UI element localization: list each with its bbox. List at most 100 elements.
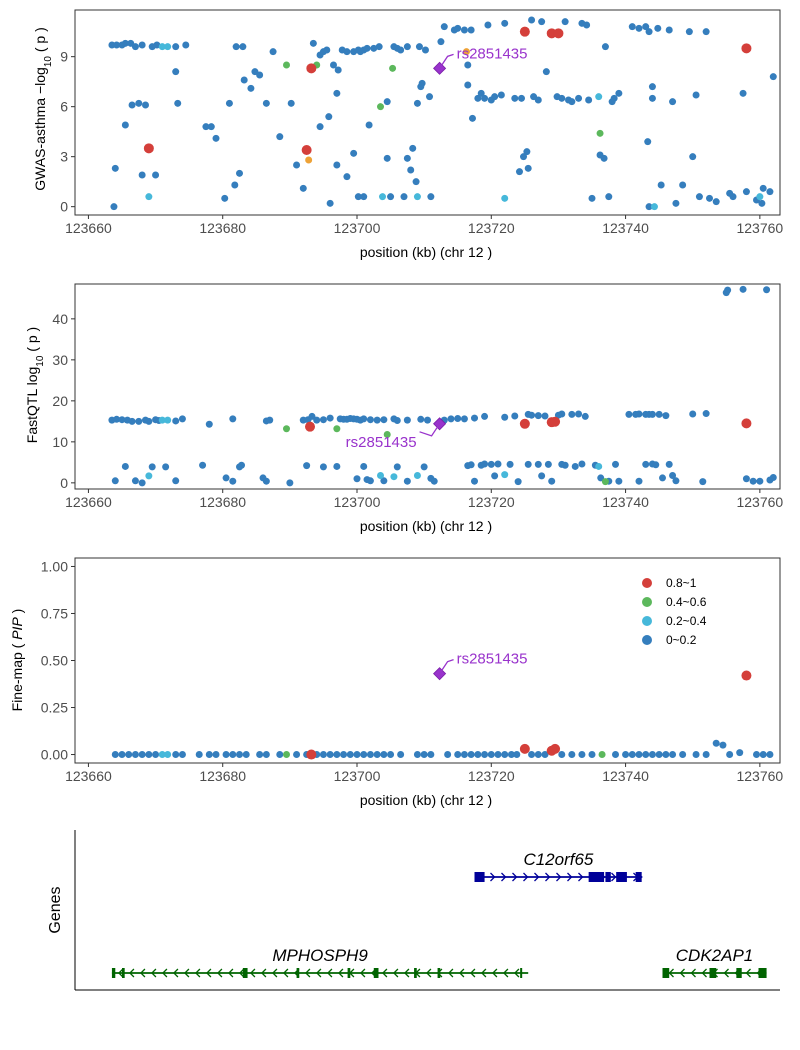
x-tick-label: 123720 <box>468 768 515 784</box>
strand-arrow <box>195 968 201 978</box>
strand-arrow <box>327 968 333 978</box>
data-point <box>648 94 656 102</box>
x-tick-label: 123680 <box>199 768 246 784</box>
data-point <box>143 143 154 154</box>
data-point <box>494 460 502 468</box>
data-point <box>654 24 662 32</box>
lead-snp-leader <box>419 423 441 437</box>
legend: 0.8~1 0.4~0.6 0.2~0.4 0~0.2 <box>642 576 707 647</box>
data-point <box>138 41 146 49</box>
strand-arrow <box>523 872 529 882</box>
data-point <box>534 751 542 759</box>
strand-arrow <box>556 872 562 882</box>
strand-arrow <box>118 968 124 978</box>
data-point <box>413 99 421 107</box>
data-point <box>256 71 264 79</box>
data-point <box>397 46 405 54</box>
data-point <box>460 751 468 759</box>
x-tick-label: 123720 <box>468 494 515 510</box>
legend-label: 0.8~1 <box>666 576 697 590</box>
data-point <box>605 193 613 201</box>
data-point <box>635 477 643 485</box>
data-point <box>145 751 153 759</box>
data-point <box>212 751 220 759</box>
data-point <box>657 181 665 189</box>
data-point <box>178 415 186 423</box>
data-point <box>305 421 315 432</box>
data-point <box>152 751 160 759</box>
data-point <box>548 477 556 485</box>
strand-arrow <box>151 968 157 978</box>
data-point <box>513 751 521 759</box>
data-point <box>340 751 348 759</box>
data-point <box>366 751 374 759</box>
data-point <box>729 193 737 201</box>
gene-label: CDK2AP1 <box>676 946 753 965</box>
lead-snp-label: rs2851435 <box>457 651 528 668</box>
data-point <box>585 96 593 104</box>
data-point <box>415 43 423 51</box>
data-point <box>131 43 139 51</box>
exon <box>662 968 670 978</box>
data-point <box>387 751 395 759</box>
data-point <box>487 460 495 468</box>
x-tick-label: 123680 <box>199 494 246 510</box>
exon <box>635 872 642 882</box>
data-point <box>615 89 623 97</box>
data-point <box>635 410 643 418</box>
data-point <box>763 286 771 294</box>
data-point <box>420 463 428 471</box>
data-point <box>440 23 448 31</box>
strand-arrow <box>228 968 234 978</box>
data-point <box>158 416 166 424</box>
gene-cdk2ap1: CDK2AP1 <box>662 946 767 978</box>
strand-arrow <box>501 872 507 882</box>
data-point <box>706 194 713 202</box>
data-point <box>397 751 405 759</box>
data-point <box>262 477 270 485</box>
x-tick-label: 123700 <box>334 494 381 510</box>
x-tick-label: 123680 <box>199 220 246 236</box>
data-point <box>583 21 591 29</box>
data-point <box>447 415 455 423</box>
exon <box>758 968 767 978</box>
exon <box>474 872 485 882</box>
data-point <box>393 417 401 425</box>
strand-arrow <box>470 968 476 978</box>
strand-arrow <box>690 968 696 978</box>
data-point <box>390 473 398 481</box>
data-point <box>659 474 666 482</box>
data-point <box>669 98 677 106</box>
data-point <box>205 751 213 759</box>
data-point <box>389 64 397 72</box>
y-axis-title: FastQTL log10 ( p ) <box>24 327 46 443</box>
data-point <box>326 199 334 207</box>
data-point <box>528 751 536 759</box>
data-point <box>437 38 445 46</box>
data-point <box>424 416 431 424</box>
strand-arrow <box>481 968 487 978</box>
data-point <box>622 751 630 759</box>
gene-label: MPHOSPH9 <box>272 946 368 965</box>
data-point <box>407 166 415 174</box>
data-point <box>262 99 270 107</box>
data-point <box>427 751 435 759</box>
data-point <box>323 46 331 54</box>
x-tick-label: 123760 <box>736 220 783 236</box>
data-point <box>524 164 532 172</box>
data-point <box>229 751 237 759</box>
data-point <box>172 68 180 76</box>
data-point <box>702 410 710 418</box>
data-point <box>403 477 411 485</box>
data-point <box>615 477 623 485</box>
legend-key <box>642 597 652 607</box>
data-point <box>672 199 680 207</box>
data-point <box>293 161 301 169</box>
strand-arrow <box>534 872 540 882</box>
data-point <box>128 101 136 109</box>
data-point <box>501 751 509 759</box>
data-point <box>685 28 693 36</box>
data-point <box>256 751 264 759</box>
y-tick-label: 0.50 <box>41 653 68 669</box>
y-tick-label: 0.25 <box>41 700 68 716</box>
